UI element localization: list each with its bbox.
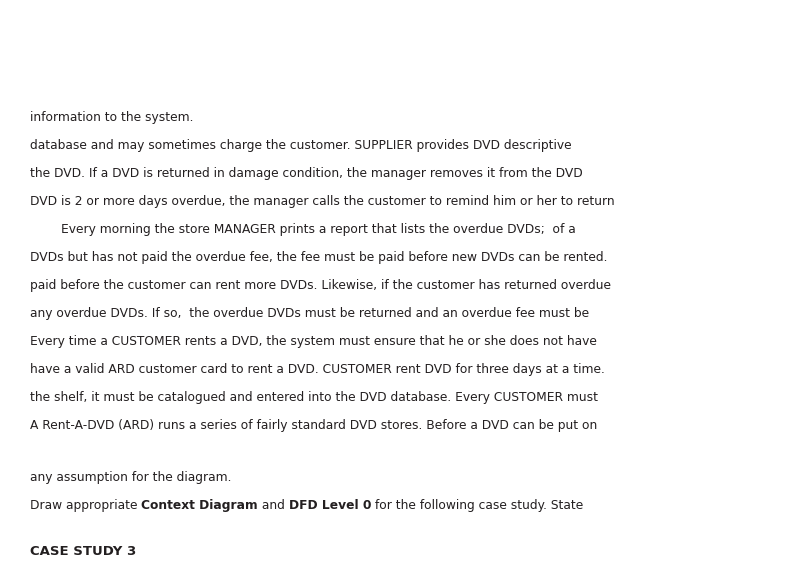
Text: any assumption for the diagram.: any assumption for the diagram. [30, 471, 231, 484]
Text: Every morning the store MANAGER prints a report that lists the overdue DVDs;  of: Every morning the store MANAGER prints a… [30, 223, 576, 236]
Text: CASE STUDY 3: CASE STUDY 3 [30, 545, 136, 558]
Text: paid before the customer can rent more DVDs. Likewise, if the customer has retur: paid before the customer can rent more D… [30, 279, 611, 292]
Text: for the following case study. State: for the following case study. State [371, 499, 584, 512]
Text: the shelf, it must be catalogued and entered into the DVD database. Every CUSTOM: the shelf, it must be catalogued and ent… [30, 391, 598, 404]
Text: the DVD. If a DVD is returned in damage condition, the manager removes it from t: the DVD. If a DVD is returned in damage … [30, 167, 583, 180]
Text: Every time a CUSTOMER rents a DVD, the system must ensure that he or she does no: Every time a CUSTOMER rents a DVD, the s… [30, 335, 597, 348]
Text: DVDs but has not paid the overdue fee, the fee must be paid before new DVDs can : DVDs but has not paid the overdue fee, t… [30, 251, 607, 264]
Text: and: and [258, 499, 289, 512]
Text: any overdue DVDs. If so,  the overdue DVDs must be returned and an overdue fee m: any overdue DVDs. If so, the overdue DVD… [30, 307, 589, 320]
Text: have a valid ARD customer card to rent a DVD. CUSTOMER rent DVD for three days a: have a valid ARD customer card to rent a… [30, 363, 605, 376]
Text: information to the system.: information to the system. [30, 111, 193, 124]
Text: DVD is 2 or more days overdue, the manager calls the customer to remind him or h: DVD is 2 or more days overdue, the manag… [30, 195, 615, 208]
Text: Draw appropriate: Draw appropriate [30, 499, 142, 512]
Text: database and may sometimes charge the customer. SUPPLIER provides DVD descriptiv: database and may sometimes charge the cu… [30, 139, 572, 152]
Text: A Rent-A-DVD (ARD) runs a series of fairly standard DVD stores. Before a DVD can: A Rent-A-DVD (ARD) runs a series of fair… [30, 419, 597, 432]
Text: Context Diagram: Context Diagram [142, 499, 258, 512]
Text: DFD Level 0: DFD Level 0 [289, 499, 371, 512]
